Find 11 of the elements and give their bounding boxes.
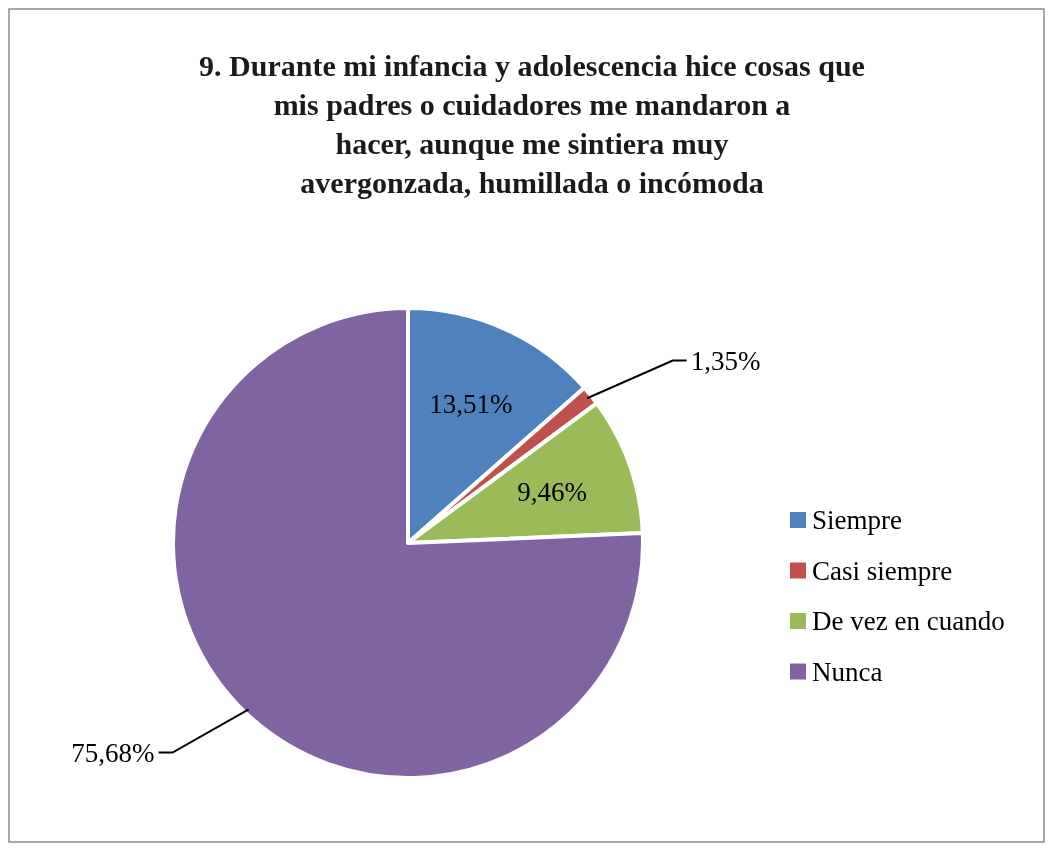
data-label: 75,68% xyxy=(71,737,155,768)
chart-title: 9. Durante mi infancia y adolescencia hice cosas que mis padres o cuidadores me mandaron a hacer, aunque me sintiera muy avergonzada, humillada o incómoda xyxy=(199,49,865,199)
legend-entry: Casi siempre xyxy=(790,555,953,586)
legend-label: Siempre xyxy=(812,505,902,535)
legend-entry: Siempre xyxy=(790,505,902,535)
data-label: 13,51% xyxy=(429,388,513,419)
legend-label: Nunca xyxy=(812,656,883,687)
data-label: 9,46% xyxy=(517,477,587,508)
legend-entry: Nunca xyxy=(790,656,883,687)
data-label: 1,35% xyxy=(690,345,761,376)
legend-entry: De vez en cuando xyxy=(790,606,1005,636)
